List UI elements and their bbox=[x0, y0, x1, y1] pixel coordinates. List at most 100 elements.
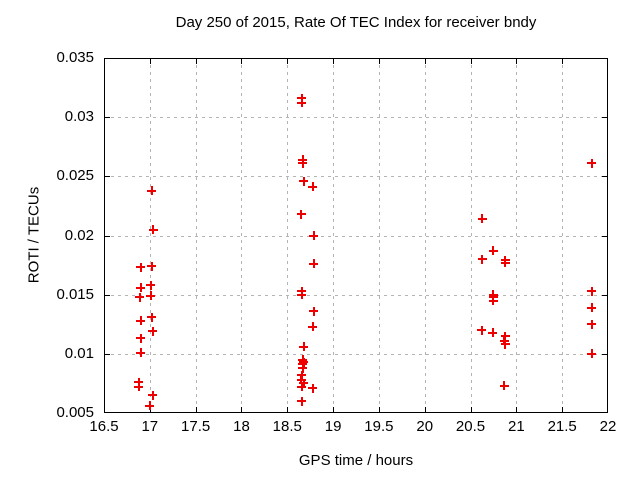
data-point-marker bbox=[309, 231, 319, 240]
x-tick-mark bbox=[562, 407, 564, 413]
data-point-marker bbox=[587, 286, 596, 296]
x-tick-mark bbox=[424, 407, 426, 413]
data-point-marker bbox=[148, 225, 158, 235]
data-point-marker bbox=[297, 370, 307, 380]
data-point-marker bbox=[147, 312, 157, 322]
data-point-marker bbox=[297, 98, 307, 108]
y-tick-label: 0.02 bbox=[64, 226, 94, 244]
data-point-marker bbox=[488, 328, 498, 338]
x-tick-mark-top bbox=[516, 58, 518, 64]
data-point-marker bbox=[298, 158, 308, 168]
data-point-marker bbox=[148, 326, 158, 336]
y-tick-label: 0.005 bbox=[56, 404, 94, 421]
x-tick-mark-top bbox=[241, 58, 243, 64]
data-point-marker bbox=[587, 303, 596, 313]
x-tick-label: 16.5 bbox=[89, 418, 119, 435]
x-tick-mark-top bbox=[149, 58, 151, 64]
x-tick-mark-top bbox=[470, 58, 472, 64]
data-point-marker bbox=[298, 363, 308, 373]
x-tick-label: 20 bbox=[416, 418, 434, 435]
x-tick-label: 18 bbox=[233, 418, 250, 435]
x-tick-mark bbox=[516, 407, 518, 413]
y-tick-mark-right bbox=[602, 235, 608, 237]
x-tick-label: 19 bbox=[324, 418, 342, 435]
data-point-marker bbox=[147, 186, 157, 196]
y-gridline bbox=[104, 294, 608, 296]
chart-title: Day 250 of 2015, Rate Of TEC Index for r… bbox=[175, 14, 537, 31]
x-tick-label: 21 bbox=[508, 418, 525, 435]
data-point-marker bbox=[477, 214, 487, 224]
y-tick-mark-right bbox=[602, 353, 608, 355]
data-point-marker bbox=[134, 382, 144, 392]
x-tick-mark-top bbox=[424, 58, 426, 64]
data-point-marker bbox=[299, 342, 309, 352]
x-tick-mark-top bbox=[333, 58, 335, 64]
data-point-marker bbox=[477, 325, 487, 335]
y-tick-mark-right bbox=[602, 294, 608, 296]
x-tick-mark bbox=[195, 407, 197, 413]
data-point-marker bbox=[136, 316, 146, 326]
x-tick-label: 17 bbox=[141, 418, 159, 435]
y-tick-label: 0.025 bbox=[56, 167, 94, 185]
x-tick-mark bbox=[378, 407, 380, 413]
y-tick-mark-right bbox=[602, 176, 608, 178]
x-tick-mark bbox=[241, 407, 243, 413]
data-point-marker bbox=[587, 349, 596, 359]
data-point-marker bbox=[309, 259, 319, 269]
data-point-marker bbox=[297, 396, 307, 406]
x-tick-label: 17.5 bbox=[181, 418, 211, 435]
y-tick-mark bbox=[104, 235, 110, 237]
data-point-marker bbox=[488, 246, 498, 256]
data-point-marker bbox=[296, 375, 306, 385]
data-point-marker bbox=[587, 319, 596, 329]
y-tick-label: 0.03 bbox=[64, 108, 94, 126]
y-gridline bbox=[104, 117, 608, 119]
x-tick-label: 19.5 bbox=[364, 418, 394, 435]
data-point-marker bbox=[134, 377, 144, 387]
data-point-marker bbox=[308, 383, 318, 393]
y-tick-label: 0.035 bbox=[56, 49, 94, 66]
data-point-marker bbox=[148, 390, 158, 400]
data-point-marker bbox=[297, 382, 307, 392]
data-point-marker bbox=[136, 348, 146, 358]
y-tick-mark-right bbox=[602, 117, 608, 119]
data-point-marker bbox=[135, 292, 145, 302]
data-point-marker bbox=[146, 280, 156, 290]
data-point-marker bbox=[309, 306, 319, 316]
x-tick-mark-top bbox=[562, 58, 564, 64]
data-point-marker bbox=[296, 209, 306, 219]
data-point-marker bbox=[500, 258, 510, 268]
x-tick-label: 18.5 bbox=[272, 418, 302, 435]
y-gridline bbox=[104, 235, 608, 237]
y-tick-label: 0.01 bbox=[64, 344, 94, 362]
x-tick-mark bbox=[470, 407, 472, 413]
y-tick-mark bbox=[104, 117, 110, 119]
data-point-marker bbox=[146, 291, 156, 301]
y-gridline bbox=[104, 353, 608, 355]
data-point-marker bbox=[297, 93, 307, 103]
data-point-marker bbox=[299, 378, 309, 388]
y-tick-mark bbox=[104, 294, 110, 296]
data-point-marker bbox=[499, 381, 509, 391]
y-gridline bbox=[104, 176, 608, 178]
y-tick-mark bbox=[104, 176, 110, 178]
x-tick-mark bbox=[333, 407, 335, 413]
data-point-marker bbox=[145, 401, 155, 411]
x-tick-label: 20.5 bbox=[455, 418, 486, 435]
data-point-marker bbox=[299, 176, 309, 186]
data-point-marker bbox=[500, 331, 510, 341]
data-point-marker bbox=[147, 261, 157, 271]
data-point-marker bbox=[308, 322, 318, 332]
data-point-marker bbox=[297, 290, 307, 300]
y-tick-label: 0.015 bbox=[56, 285, 94, 303]
data-point-marker bbox=[488, 296, 498, 306]
x-tick-mark bbox=[287, 407, 289, 413]
data-point-marker bbox=[136, 333, 146, 343]
data-point-marker bbox=[308, 182, 318, 192]
x-tick-mark-top bbox=[195, 58, 197, 64]
x-axis-label: GPS time / hours bbox=[298, 452, 414, 469]
data-point-marker bbox=[500, 339, 510, 349]
x-tick-label: 21.5 bbox=[547, 418, 577, 435]
y-tick-mark bbox=[104, 353, 110, 355]
data-point-marker bbox=[477, 254, 487, 264]
